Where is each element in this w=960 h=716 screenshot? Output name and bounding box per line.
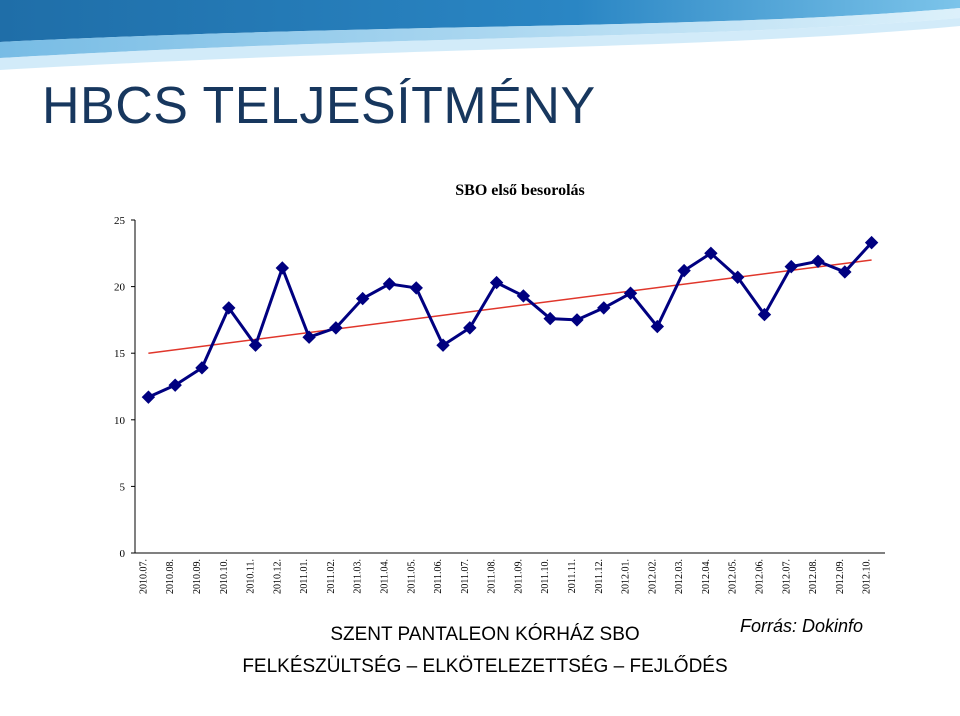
data-point (463, 321, 477, 335)
x-tick-label: 2011.12. (594, 559, 605, 594)
data-point (302, 330, 316, 344)
data-point (275, 261, 290, 275)
x-tick-label: 2011.10. (540, 559, 551, 594)
x-tick-label: 2012.05. (728, 559, 739, 594)
source-note: Forrás: Dokinfo (739, 616, 864, 636)
data-point (222, 301, 236, 315)
slide-title: HBCS TELJESÍTMÉNY (42, 77, 596, 135)
x-tick-label: 2011.07. (460, 559, 471, 594)
x-tick-label: 2010.08. (165, 559, 176, 594)
x-tick-label: 2011.11. (567, 559, 578, 593)
data-point (248, 338, 263, 352)
data-point (838, 265, 852, 279)
data-point (141, 390, 156, 404)
x-tick-label: 2011.09. (513, 559, 524, 594)
data-point (757, 307, 772, 322)
x-tick-label: 2012.08. (808, 559, 819, 594)
data-point (168, 378, 182, 392)
x-tick-label: 2010.10. (219, 559, 230, 594)
y-tick-label: 15 (114, 348, 126, 360)
data-point (704, 246, 718, 261)
y-tick-label: 10 (114, 415, 126, 427)
data-point (516, 289, 531, 303)
data-point (382, 277, 397, 291)
data-point (489, 275, 504, 290)
x-tick-label: 2012.03. (674, 559, 685, 594)
x-tick-label: 2011.04. (379, 559, 390, 594)
x-tick-label: 2011.05. (406, 559, 417, 594)
data-point (677, 263, 691, 278)
data-point (409, 281, 423, 295)
x-tick-label: 2012.06. (754, 559, 765, 594)
x-tick-label: 2012.02. (647, 559, 658, 594)
x-tick-label: 2010.07. (138, 559, 149, 594)
x-tick-label: 2010.11. (246, 559, 257, 594)
data-point (864, 235, 879, 250)
data-point (570, 313, 584, 327)
x-tick-label: 2012.10. (862, 559, 873, 594)
y-tick-label: 20 (114, 282, 126, 294)
x-tick-label: 2012.01. (621, 559, 632, 594)
data-point (436, 338, 450, 352)
data-point (784, 259, 798, 274)
x-tick-label: 2011.06. (433, 559, 444, 594)
data-point (597, 301, 611, 315)
x-tick-label: 2010.09. (192, 559, 203, 594)
data-point (730, 270, 745, 284)
data-point (650, 319, 665, 334)
x-tick-label: 2011.08. (487, 559, 498, 594)
chart-title: SBO első besorolás (455, 182, 585, 199)
x-tick-label: 2011.01. (299, 559, 310, 594)
series-line (147, 241, 873, 399)
y-tick-label: 25 (114, 215, 126, 227)
footer-motto: FELKÉSZÜLTSÉG – ELKÖTELEZETTSÉG – FEJLŐD… (242, 656, 728, 677)
y-tick-label: 0 (120, 548, 126, 560)
x-tick-label: 2011.03. (353, 559, 364, 594)
data-point (623, 286, 638, 300)
y-tick-label: 5 (120, 481, 126, 493)
x-tick-label: 2010.12. (272, 559, 283, 594)
footer-hospital-name: SZENT PANTALEON KÓRHÁZ SBO (330, 624, 640, 645)
data-point (543, 311, 557, 326)
data-point (195, 361, 209, 375)
data-point (811, 254, 825, 268)
x-tick-label: 2011.02. (326, 559, 337, 594)
x-tick-label: 2012.09. (835, 559, 846, 594)
trend-line (148, 259, 872, 354)
x-tick-label: 2012.07. (781, 559, 792, 594)
x-tick-label: 2012.04. (701, 559, 712, 594)
data-point (355, 291, 370, 306)
header-banner (0, 0, 960, 70)
data-point (329, 321, 343, 335)
